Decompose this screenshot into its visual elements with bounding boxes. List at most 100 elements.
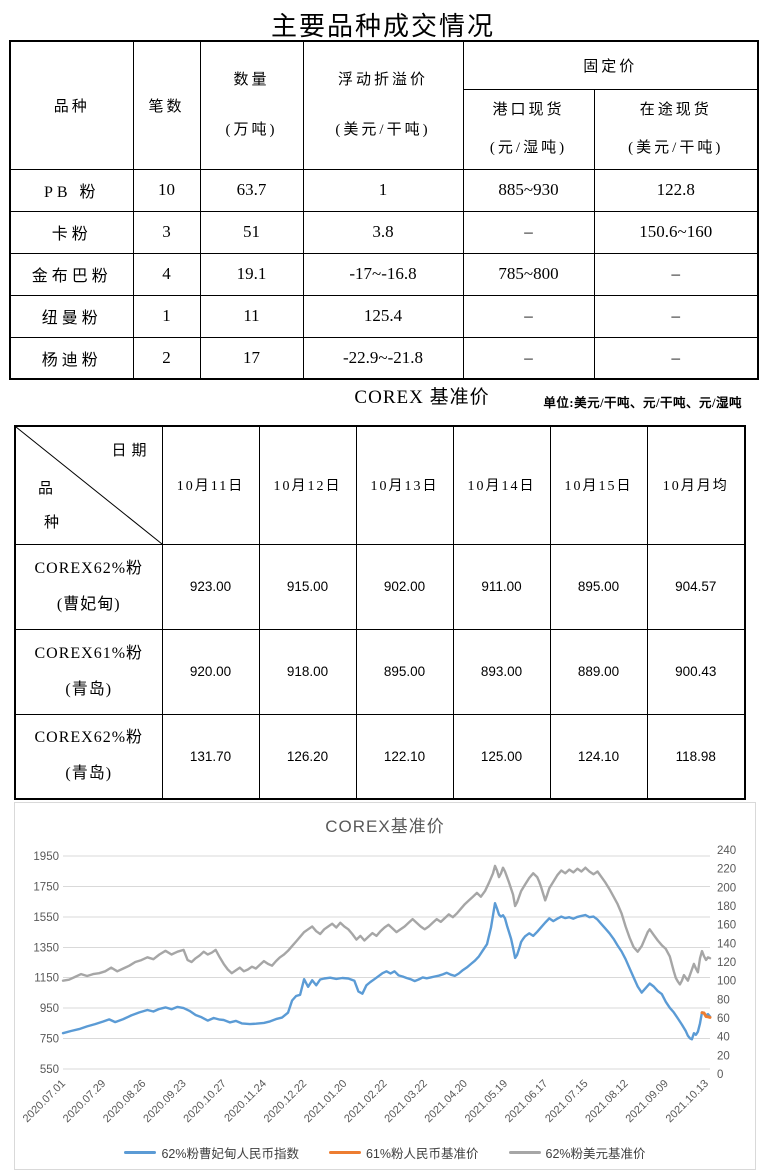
table-cell: 63.7: [199, 168, 304, 212]
corex-chart: 550 750 950 1150 1350 1550 1750 1950 0 20 40 60 80 10…: [14, 802, 756, 1170]
row-label: COREX62%粉 (曹妃甸): [14, 543, 163, 630]
row-label: COREX62%粉 (青岛): [14, 713, 163, 800]
series-line-2: [61, 864, 712, 986]
table-row: 纽曼粉 1 11 125.4 – –: [9, 294, 759, 338]
table-row: 杨迪粉 2 17 -22.9~-21.8 – –: [9, 336, 759, 380]
legend-swatch-orange: [328, 1151, 361, 1154]
table-cell: 895.00: [355, 628, 454, 715]
axis-tick-label: 200: [717, 882, 736, 894]
col-header-count: 笔数: [132, 40, 201, 170]
row-label: 卡粉: [9, 210, 134, 254]
unit-note: 单位:美元/干吨、元/干吨、元/湿吨: [543, 396, 742, 410]
axis-tick-label: 550: [40, 1064, 59, 1076]
table-cell: 911.00: [452, 543, 551, 630]
legend-label: 62%粉美元基准价: [545, 1147, 646, 1161]
table-cell: 51: [199, 210, 304, 254]
corex-price-table: 日期 品 种 10月11日 10月12日 10月13日 10月14日 10月15…: [14, 425, 746, 800]
axis-tick-label: 240: [717, 845, 736, 857]
table-cell: 923.00: [161, 543, 260, 630]
axis-tick-label: 140: [717, 938, 736, 950]
table-cell: 889.00: [549, 628, 648, 715]
table-cell: 150.6~160: [593, 210, 759, 254]
table-cell: –: [593, 294, 759, 338]
table-cell: 3.8: [302, 210, 464, 254]
axis-tick-label: 1950: [33, 851, 59, 863]
table-cell: 893.00: [452, 628, 551, 715]
table-row: 金布巴粉 4 19.1 -17~-16.8 785~800 –: [9, 252, 759, 296]
table-cell: 1: [302, 168, 464, 212]
table-cell: -22.9~-21.8: [302, 336, 464, 380]
legend-item: 61%粉人民币基准价: [328, 1143, 479, 1162]
chart-title: COREX基准价: [325, 817, 445, 836]
axis-tick-label: 60: [717, 1013, 730, 1025]
row-label: 纽曼粉: [9, 294, 134, 338]
table-row: PB 粉 10 63.7 1 885~930 122.8: [9, 168, 759, 212]
axis-tick-label: 950: [40, 1003, 59, 1015]
table-cell: 900.43: [646, 628, 746, 715]
page-title: 主要品种成交情况: [270, 11, 495, 41]
table-cell: –: [462, 336, 595, 380]
table-cell: 131.70: [161, 713, 260, 800]
legend-item: 62%粉美元基准价: [508, 1143, 646, 1162]
table-cell: 785~800: [462, 252, 595, 296]
legend-item: 62%粉曹妃甸人民币指数: [124, 1143, 299, 1162]
axis-tick-label: 1350: [33, 942, 59, 954]
axis-tick-label: 220: [717, 864, 736, 876]
table-cell: 19.1: [199, 252, 304, 296]
corner-label-date: 日期: [111, 443, 152, 459]
table-cell: –: [593, 252, 759, 296]
table-cell: 915.00: [258, 543, 357, 630]
table-cell: –: [462, 210, 595, 254]
table-cell: 904.57: [646, 543, 746, 630]
axis-tick-label: 180: [717, 901, 736, 913]
table-cell: 126.20: [258, 713, 357, 800]
axis-tick-label: 2020.10.27: [181, 1078, 228, 1125]
table-cell: 4: [132, 252, 201, 296]
axis-tick-label: 1550: [33, 912, 59, 924]
col-header-port-spot: 港口现货 (元/湿吨): [462, 88, 595, 170]
table-cell: –: [593, 336, 759, 380]
col-header-fixed-price: 固定价: [462, 40, 759, 90]
col-header-transit-spot: 在途现货 (美元/干吨): [593, 88, 759, 170]
table-cell: 3: [132, 210, 201, 254]
axis-tick-label: 1750: [33, 881, 59, 893]
chart-canvas: 550 750 950 1150 1350 1550 1750 1950 0 20 40 60 80 10…: [21, 845, 736, 1125]
axis-tick-label: 40: [717, 1032, 730, 1044]
axis-tick-label: 100: [717, 976, 736, 988]
series-line-1: [700, 1011, 712, 1019]
row-label: PB 粉: [9, 168, 134, 212]
table-row: COREX62%粉 (青岛) 131.70 126.20 122.10 125.…: [14, 713, 746, 800]
col-header-variety: 品种: [9, 40, 134, 170]
date-header: 10月14日: [452, 425, 551, 545]
date-header: 10月11日: [161, 425, 260, 545]
row-label: 金布巴粉: [9, 252, 134, 296]
table-cell: 885~930: [462, 168, 595, 212]
table-row: COREX61%粉 (青岛) 920.00 918.00 895.00 893.…: [14, 628, 746, 715]
date-header: 10月13日: [355, 425, 454, 545]
date-header: 10月月均: [646, 425, 746, 545]
table-cell: 122.8: [593, 168, 759, 212]
legend-swatch-gray: [508, 1151, 541, 1154]
row-label: COREX61%粉 (青岛): [14, 628, 163, 715]
date-header: 10月15日: [549, 425, 648, 545]
col-header-float-premium: 浮动折溢价 (美元/干吨): [302, 40, 464, 170]
table-cell: 918.00: [258, 628, 357, 715]
table-row: COREX62%粉 (曹妃甸) 923.00 915.00 902.00 911…: [14, 543, 746, 630]
axis-tick-label: 20: [717, 1050, 730, 1062]
table-cell: 122.10: [355, 713, 454, 800]
table-cell: 17: [199, 336, 304, 380]
axis-tick-label: 0: [717, 1069, 723, 1081]
diagonal-header-cell: 日期 品 种: [14, 425, 163, 545]
table-cell: 1: [132, 294, 201, 338]
axis-tick-label: 1150: [34, 973, 59, 985]
axis-tick-label: 120: [717, 957, 736, 969]
corner-label-variety-1: 品: [38, 481, 56, 497]
axis-tick-label: 80: [717, 994, 730, 1006]
series-line-0: [61, 902, 712, 1041]
table-cell: 2: [132, 336, 201, 380]
axis-tick-label: 2021.10.13: [664, 1078, 711, 1125]
legend-label: 61%粉人民币基准价: [365, 1147, 479, 1161]
table-cell: 11: [199, 294, 304, 338]
row-label: 杨迪粉: [9, 336, 134, 380]
